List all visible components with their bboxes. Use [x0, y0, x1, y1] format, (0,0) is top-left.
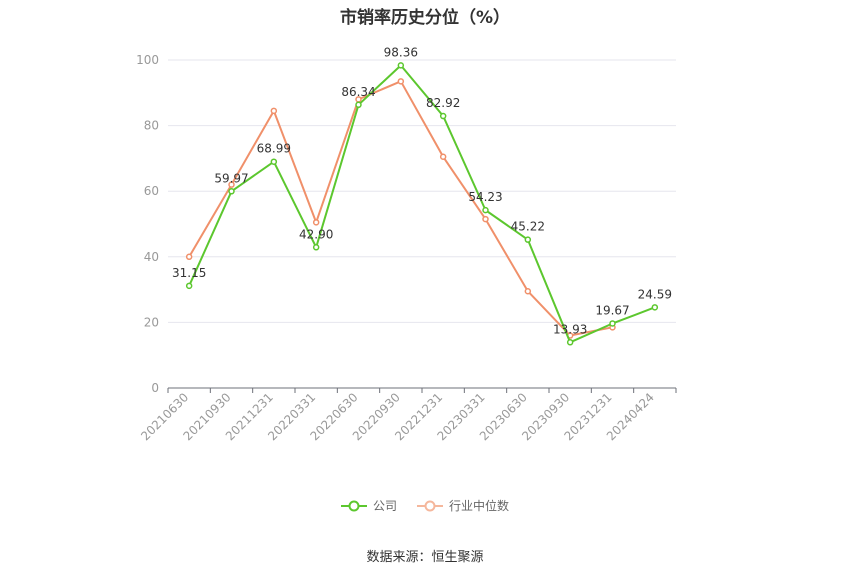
- data-label: 13.93: [553, 322, 587, 336]
- data-point-company: [651, 304, 659, 311]
- data-label: 31.15: [172, 266, 206, 280]
- legend-industry-label: 行业中位数: [449, 499, 510, 513]
- data-label: 86.34: [341, 85, 375, 99]
- legend-industry-marker: [417, 500, 443, 511]
- data-point-company: [355, 101, 362, 109]
- chart-title: 市销率历史分位（%）: [339, 8, 511, 28]
- legend-company-marker: [340, 500, 367, 511]
- data-label: 24.59: [638, 287, 672, 301]
- data-point-company: [185, 282, 193, 290]
- y-tick-label: 100: [136, 53, 159, 67]
- data-label: 68.99: [257, 142, 291, 156]
- y-tick-label: 40: [144, 250, 159, 264]
- series-line-company: [188, 64, 656, 344]
- line-chart: 0204060801002021063020210930202112312022…: [136, 45, 677, 443]
- data-point-industry: [439, 153, 447, 161]
- data-point-company: [482, 206, 489, 214]
- data-point-company: [312, 244, 320, 251]
- data-label: 98.36: [384, 45, 418, 59]
- data-point-industry: [270, 107, 278, 115]
- data-point-company: [397, 62, 405, 69]
- y-tick-label: 20: [144, 315, 159, 329]
- data-point-company: [439, 112, 447, 120]
- legend: 公司 行业中位数: [0, 497, 850, 514]
- y-tick-label: 60: [144, 184, 159, 198]
- data-point-company: [270, 158, 278, 165]
- data-point-industry: [312, 219, 320, 226]
- data-point-company: [524, 236, 532, 243]
- data-label: 59.97: [214, 171, 248, 185]
- data-point-industry: [524, 287, 532, 295]
- data-source: 数据来源：恒生聚源: [366, 550, 484, 565]
- data-label: 19.67: [595, 303, 629, 317]
- data-point-company: [228, 188, 235, 195]
- data-point-company: [566, 339, 574, 346]
- data-point-company: [609, 320, 616, 327]
- data-point-industry: [397, 78, 405, 85]
- y-tick-label: 80: [144, 119, 159, 133]
- legend-item-industry[interactable]: 行业中位数: [417, 497, 509, 514]
- data-label: 82.92: [426, 96, 460, 110]
- data-point-industry: [482, 215, 489, 223]
- series-line-industry: [188, 80, 613, 337]
- data-label: 42.90: [299, 227, 333, 241]
- legend-company-label: 公司: [372, 499, 397, 513]
- data-label: 54.23: [468, 190, 502, 204]
- data-point-industry: [185, 253, 193, 261]
- y-tick-label: 0: [151, 381, 159, 395]
- data-point-industry: [228, 181, 235, 188]
- data-label: 45.22: [511, 220, 545, 234]
- legend-item-company[interactable]: 公司: [340, 497, 397, 514]
